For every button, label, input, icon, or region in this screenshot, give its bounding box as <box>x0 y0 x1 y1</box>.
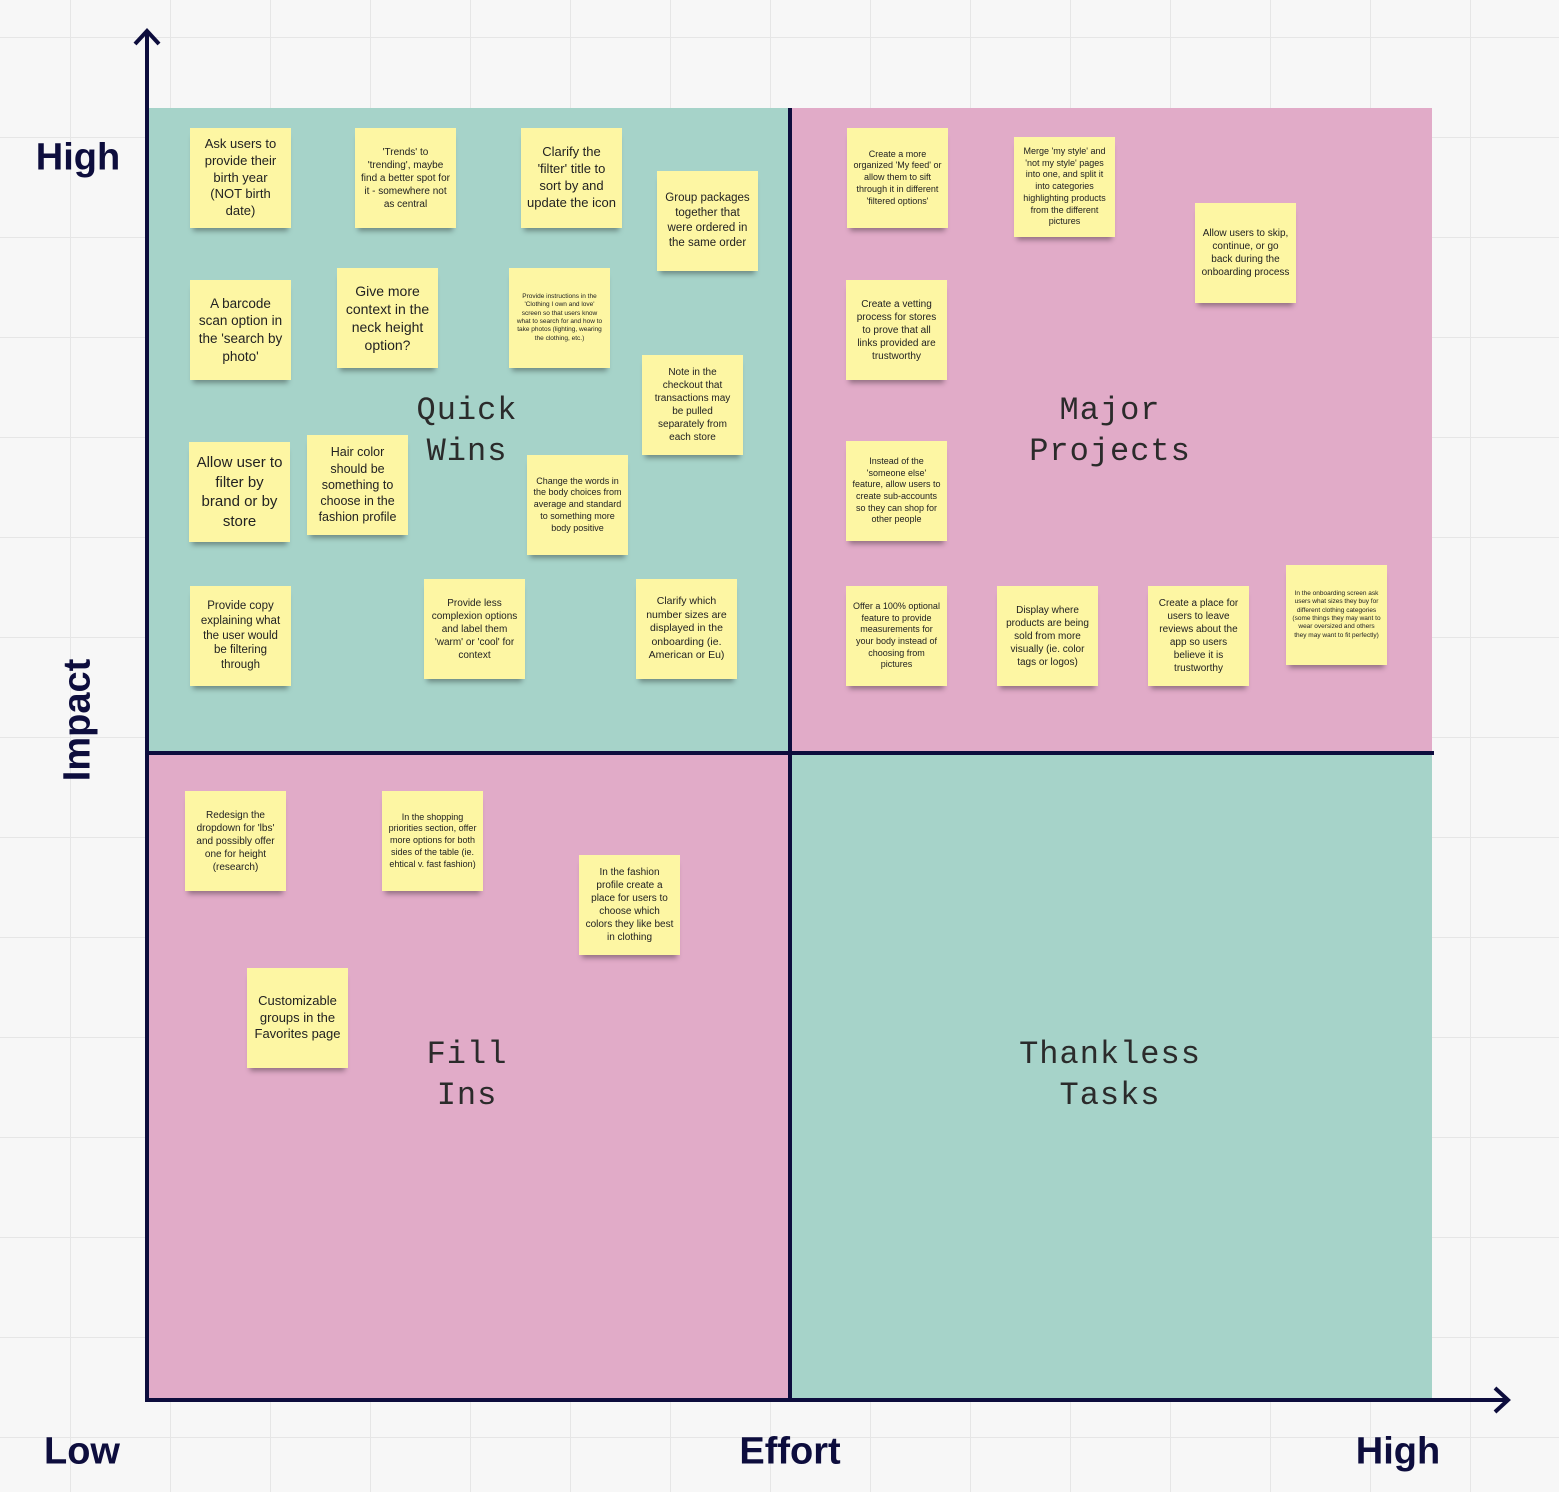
sticky-note: Change the words in the body choices fro… <box>527 455 628 555</box>
sticky-note: A barcode scan option in the 'search by … <box>190 280 291 380</box>
sticky-note: In the onboarding screen ask users what … <box>1286 565 1387 665</box>
sticky-note: Clarify which number sizes are displayed… <box>636 579 737 679</box>
y-high-label: High <box>35 136 121 179</box>
sticky-note: Group packages together that were ordere… <box>657 171 758 271</box>
sticky-note: Display where products are being sold fr… <box>997 586 1098 686</box>
x-high-label: High <box>1355 1430 1441 1473</box>
sticky-note: Provide instructions in the 'Clothing I … <box>509 268 610 368</box>
sticky-note: Create a vetting process for stores to p… <box>846 280 947 380</box>
sticky-note: Redesign the dropdown for 'lbs' and poss… <box>185 791 286 891</box>
sticky-note: Give more context in the neck height opt… <box>337 268 438 368</box>
sticky-note: Ask users to provide their birth year (N… <box>190 128 291 228</box>
sticky-note: 'Trends' to 'trending', maybe find a bet… <box>355 128 456 228</box>
sticky-note: Hair color should be something to choose… <box>307 435 408 535</box>
sticky-note: Create a place for users to leave review… <box>1148 586 1249 686</box>
sticky-note: Provide copy explaining what the user wo… <box>190 586 291 686</box>
sticky-note: Provide less complexion options and labe… <box>424 579 525 679</box>
x-axis-label: Effort <box>739 1430 841 1473</box>
y-axis <box>133 28 161 1400</box>
sticky-note: Note in the checkout that transactions m… <box>642 355 743 455</box>
sticky-note: Instead of the 'someone else' feature, a… <box>846 441 947 541</box>
quadrant-label: Major Projects <box>1029 392 1191 470</box>
sticky-note: In the shopping priorities section, offe… <box>382 791 483 891</box>
sticky-note: Merge 'my style' and 'not my style' page… <box>1014 137 1115 237</box>
x-axis <box>145 1386 1511 1414</box>
quadrant <box>790 753 1432 1398</box>
sticky-note: Create a more organized 'My feed' or all… <box>847 128 948 228</box>
y-axis-label: Impact <box>56 658 99 782</box>
quadrant-label: Quick Wins <box>416 392 518 470</box>
sticky-note: Allow user to filter by brand or by stor… <box>189 442 290 542</box>
quadrant-label: Fill Ins <box>426 1036 508 1114</box>
quadrant-label: Thankless Tasks <box>1019 1036 1201 1114</box>
sticky-note: Offer a 100% optional feature to provide… <box>846 586 947 686</box>
sticky-note: Allow users to skip, continue, or go bac… <box>1195 203 1296 303</box>
sticky-note: Clarify the 'filter' title to sort by an… <box>521 128 622 228</box>
x-low-label: Low <box>44 1430 120 1473</box>
sticky-note: In the fashion profile create a place fo… <box>579 855 680 955</box>
sticky-note: Customizable groups in the Favorites pag… <box>247 968 348 1068</box>
